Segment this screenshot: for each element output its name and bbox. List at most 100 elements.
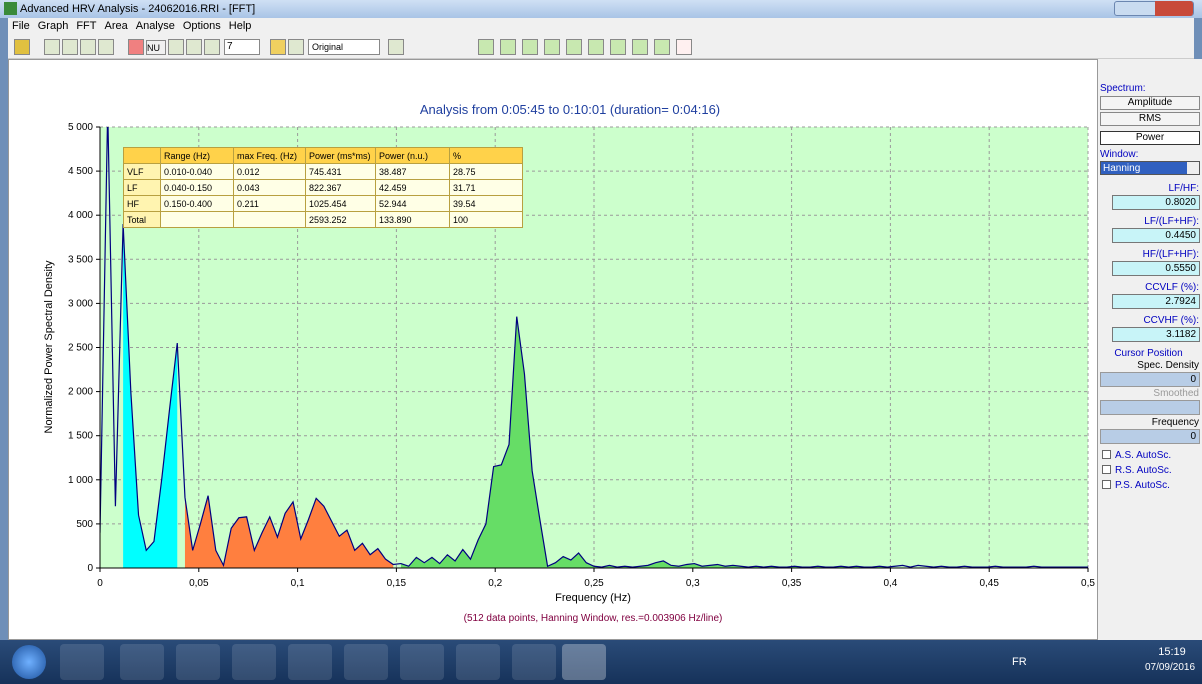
- window-label: Window:: [1100, 149, 1139, 160]
- rms-button[interactable]: RMS: [1100, 112, 1200, 126]
- x-tick-label: 0,05: [189, 578, 209, 589]
- checkbox-box: [1102, 450, 1111, 459]
- table-cell: 52.944: [375, 195, 450, 212]
- taskbar-app[interactable]: [400, 644, 444, 680]
- tool-button[interactable]: [654, 39, 670, 55]
- tool-button[interactable]: [588, 39, 604, 55]
- taskbar-app[interactable]: [176, 644, 220, 680]
- taskbar-app[interactable]: [232, 644, 276, 680]
- y-tick-label: 3 000: [68, 298, 93, 309]
- start-button[interactable]: [12, 645, 46, 679]
- tool-button[interactable]: [128, 39, 144, 55]
- spec-density-value: 0: [1100, 372, 1200, 387]
- tool-button[interactable]: [610, 39, 626, 55]
- checkbox-box: [1102, 480, 1111, 489]
- table-row: LF 0.040-0.150 0.043 822.367 42.459 31.71: [123, 179, 523, 196]
- table-cell: [233, 211, 306, 228]
- tool-button[interactable]: [632, 39, 648, 55]
- menu-item[interactable]: Graph: [37, 20, 69, 32]
- taskbar-app[interactable]: [562, 644, 606, 680]
- x-tick-label: 0,15: [387, 578, 407, 589]
- tool-button[interactable]: [14, 39, 30, 55]
- y-tick-label: 5 000: [68, 122, 93, 133]
- metric-value: 0.8020: [1112, 195, 1200, 210]
- metric-label: CCVHF (%):: [1143, 315, 1199, 326]
- menu-item[interactable]: File: [12, 20, 30, 32]
- table-cell: 39.54: [449, 195, 523, 212]
- close-button[interactable]: [1155, 1, 1193, 16]
- table-cell: 100: [449, 211, 523, 228]
- header-cell: Range (Hz): [160, 147, 234, 164]
- tool-button[interactable]: [98, 39, 114, 55]
- plot-layer: [100, 127, 1088, 568]
- tool-button[interactable]: [168, 39, 184, 55]
- tool-button[interactable]: [522, 39, 538, 55]
- x-tick-label: 0,4: [883, 578, 897, 589]
- table-cell: 0.012: [233, 163, 306, 180]
- tool-button[interactable]: [500, 39, 516, 55]
- table-cell: VLF: [123, 163, 161, 180]
- checkbox[interactable]: R.S. AutoSc.: [1102, 465, 1200, 477]
- menu-item[interactable]: FFT: [76, 20, 97, 32]
- tool-button[interactable]: [62, 39, 78, 55]
- tool-button[interactable]: [80, 39, 96, 55]
- table-cell: 38.487: [375, 163, 450, 180]
- menu-item[interactable]: Options: [182, 20, 221, 32]
- tool-button[interactable]: [44, 39, 60, 55]
- amplitude-button[interactable]: Amplitude: [1100, 96, 1200, 110]
- header-cell: %: [449, 147, 523, 164]
- tool-button[interactable]: [186, 39, 202, 55]
- tool-button[interactable]: [544, 39, 560, 55]
- title-bar: Advanced HRV Analysis - 24062016.RRI - […: [0, 0, 1202, 18]
- checkbox[interactable]: P.S. AutoSc.: [1102, 480, 1200, 492]
- y-tick-label: 4 500: [68, 166, 93, 177]
- taskbar-app[interactable]: [456, 644, 500, 680]
- x-tick-label: 0,1: [291, 578, 305, 589]
- window-controls[interactable]: [1114, 1, 1194, 16]
- y-tick-label: 2 500: [68, 343, 93, 354]
- y-tick-label: 500: [76, 519, 93, 530]
- frequency-label: Frequency: [1151, 417, 1199, 428]
- x-tick-label: 0,5: [1081, 578, 1095, 589]
- tool-button[interactable]: [288, 39, 304, 55]
- taskbar-app[interactable]: [344, 644, 388, 680]
- table-header-row: Range (Hz) max Freq. (Hz) Power (ms*ms) Pow…: [123, 147, 523, 164]
- checkbox-label: A.S. AutoSc.: [1115, 450, 1172, 461]
- band-fill: [123, 224, 178, 568]
- header-cell: [123, 147, 161, 164]
- y-axis-label: Normalized Power Spectral Density: [43, 260, 55, 434]
- taskbar-app[interactable]: [512, 644, 556, 680]
- tool-button[interactable]: [270, 39, 286, 55]
- metric-label: LF/(LF+HF):: [1144, 216, 1199, 227]
- tool-button[interactable]: [478, 39, 494, 55]
- menu-item[interactable]: Analyse: [135, 20, 175, 32]
- header-cell: Power (n.u.): [375, 147, 450, 164]
- tool-button[interactable]: [388, 39, 404, 55]
- power-button[interactable]: Power: [1100, 131, 1200, 145]
- nu-button[interactable]: NU: [146, 40, 166, 55]
- taskbar-app[interactable]: [288, 644, 332, 680]
- table-cell: 745.431: [305, 163, 376, 180]
- spectrum-line: [100, 127, 1088, 568]
- table-cell: HF: [123, 195, 161, 212]
- window-title: Advanced HRV Analysis - 24062016.RRI - […: [20, 3, 256, 15]
- header-cell: Power (ms*ms): [305, 147, 376, 164]
- mode-select[interactable]: Original: [308, 39, 380, 55]
- tool-button[interactable]: [204, 39, 220, 55]
- menu-item[interactable]: Area: [104, 20, 128, 32]
- table-cell: [160, 211, 234, 228]
- taskbar-app[interactable]: [120, 644, 164, 680]
- taskbar-app[interactable]: [60, 644, 104, 680]
- checkbox[interactable]: A.S. AutoSc.: [1102, 450, 1200, 462]
- table-cell: 0.010-0.040: [160, 163, 234, 180]
- cursor-label: Cursor Position: [1114, 348, 1183, 359]
- table-row: HF 0.150-0.400 0.211 1025.454 52.944 39.54: [123, 195, 523, 212]
- metric-value: 2.7924: [1112, 294, 1200, 309]
- window-select[interactable]: Hanning: [1100, 161, 1200, 175]
- tool-button[interactable]: [566, 39, 582, 55]
- metric-value: 0.4450: [1112, 228, 1200, 243]
- menu-item[interactable]: Help: [228, 20, 252, 32]
- spin-box[interactable]: 7: [224, 39, 260, 55]
- tool-button[interactable]: [676, 39, 692, 55]
- chart-title: Analysis from 0:05:45 to 0:10:01 (durati…: [420, 102, 720, 117]
